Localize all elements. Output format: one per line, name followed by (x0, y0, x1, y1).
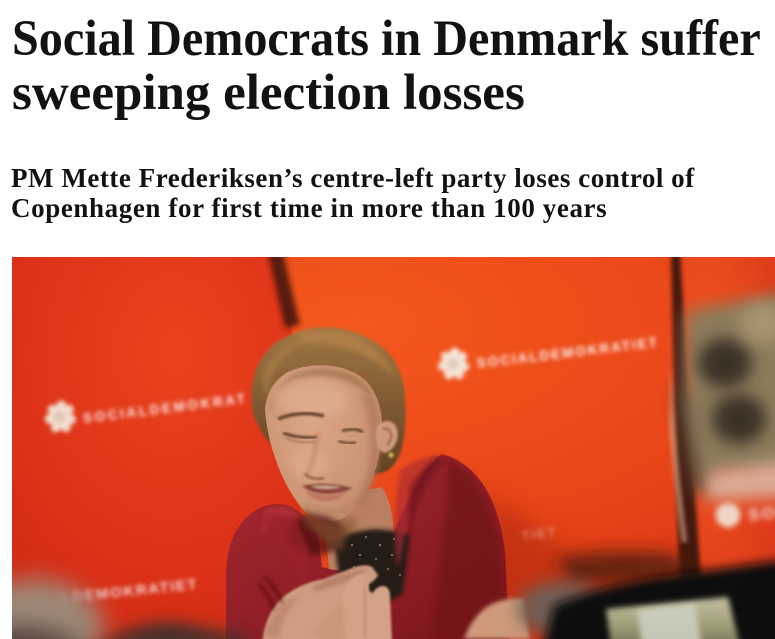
svg-text:TIET: TIET (521, 524, 559, 543)
svg-text:SOC: SOC (747, 501, 775, 525)
